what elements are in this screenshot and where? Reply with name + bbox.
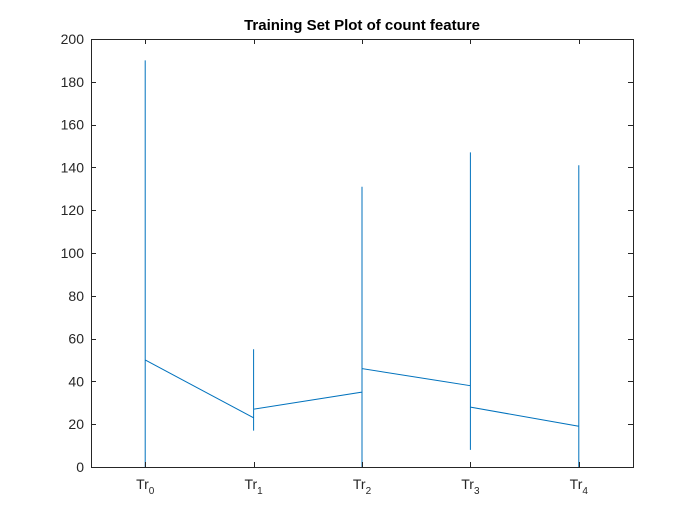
y-axis: 0 20 40 60 80 100 120 140 160 180 200 bbox=[61, 31, 633, 475]
series-layer bbox=[144, 60, 580, 467]
y-tick-label: 20 bbox=[68, 416, 84, 432]
x-tick-label: Tr1 bbox=[244, 476, 263, 497]
series-line bbox=[144, 60, 580, 467]
x-tick-label: Tr4 bbox=[570, 476, 589, 497]
y-tick-label: 200 bbox=[61, 31, 85, 47]
x-tick-label: Tr2 bbox=[353, 476, 372, 497]
y-tick-label: 120 bbox=[61, 202, 85, 218]
y-tick-label: 80 bbox=[68, 288, 84, 304]
x-tick-label: Tr0 bbox=[136, 476, 155, 497]
y-tick-label: 0 bbox=[76, 459, 84, 475]
x-axis: Tr0 Tr1 Tr2 Tr3 Tr4 bbox=[136, 39, 588, 497]
y-tick-label: 100 bbox=[61, 245, 85, 261]
y-tick-label: 160 bbox=[61, 117, 85, 133]
y-tick-label: 60 bbox=[68, 331, 84, 347]
y-tick-label: 40 bbox=[68, 373, 84, 389]
x-tick-label: Tr3 bbox=[461, 476, 480, 497]
chart-title: Training Set Plot of count feature bbox=[244, 17, 480, 34]
y-tick-label: 180 bbox=[61, 74, 85, 90]
y-tick-label: 140 bbox=[61, 159, 85, 175]
